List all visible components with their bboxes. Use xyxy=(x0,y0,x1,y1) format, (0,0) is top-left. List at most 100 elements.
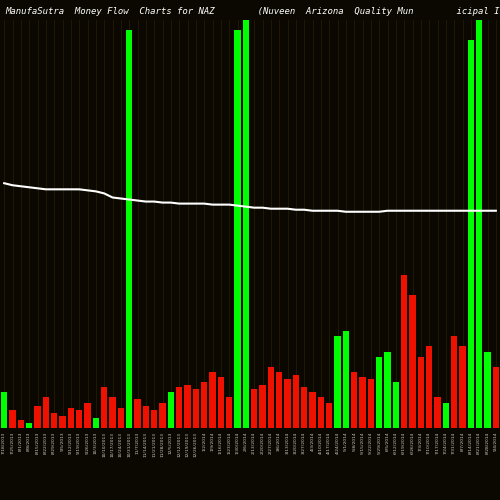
Bar xyxy=(292,375,299,428)
Bar xyxy=(176,387,182,428)
Text: 9/26/2013: 9/26/2013 xyxy=(86,432,89,454)
Bar xyxy=(392,382,399,428)
Text: 8/8/2013: 8/8/2013 xyxy=(27,432,31,451)
Bar xyxy=(351,372,358,428)
Text: 1/2/2014: 1/2/2014 xyxy=(202,432,206,451)
Text: 12/5/2013: 12/5/2013 xyxy=(169,432,173,454)
Bar xyxy=(118,408,124,428)
Text: 11/7/2013: 11/7/2013 xyxy=(136,432,140,454)
Bar xyxy=(34,406,40,428)
Bar xyxy=(68,408,74,428)
Bar xyxy=(434,398,440,428)
Bar xyxy=(26,423,32,428)
Text: 7/24/2014: 7/24/2014 xyxy=(444,432,448,454)
Text: 5/1/2014: 5/1/2014 xyxy=(344,432,348,451)
Text: 5/29/2014: 5/29/2014 xyxy=(377,432,381,454)
Bar xyxy=(151,410,158,428)
Bar xyxy=(334,336,340,428)
Bar xyxy=(460,346,466,428)
Bar xyxy=(310,392,316,428)
Bar xyxy=(18,420,24,428)
Text: 10/10/2013: 10/10/2013 xyxy=(102,432,106,456)
Text: 8/28/2014: 8/28/2014 xyxy=(486,432,490,454)
Bar xyxy=(10,410,16,428)
Bar xyxy=(168,392,174,428)
Bar xyxy=(484,352,490,428)
Bar xyxy=(226,398,232,428)
Text: 9/5/2013: 9/5/2013 xyxy=(60,432,64,451)
Text: ManufaSutra  Money Flow  Charts for NAZ        (Nuveen  Arizona  Quality Mun    : ManufaSutra Money Flow Charts for NAZ (N… xyxy=(5,8,500,16)
Bar xyxy=(60,416,66,428)
Bar xyxy=(451,336,458,428)
Text: 3/6/2014: 3/6/2014 xyxy=(277,432,281,451)
Text: 5/22/2014: 5/22/2014 xyxy=(369,432,373,454)
Text: 11/21/2013: 11/21/2013 xyxy=(152,432,156,456)
Text: 2/6/2014: 2/6/2014 xyxy=(244,432,248,451)
Bar xyxy=(126,30,132,428)
Text: 9/12/2013: 9/12/2013 xyxy=(69,432,73,454)
Bar xyxy=(492,367,499,428)
Bar xyxy=(134,400,140,428)
Bar xyxy=(360,377,366,428)
Bar xyxy=(284,379,290,428)
Bar xyxy=(476,20,482,428)
Text: 3/27/2014: 3/27/2014 xyxy=(302,432,306,454)
Text: 6/5/2014: 6/5/2014 xyxy=(386,432,390,451)
Bar xyxy=(260,385,266,428)
Text: 7/31/2014: 7/31/2014 xyxy=(452,432,456,454)
Text: 4/10/2014: 4/10/2014 xyxy=(319,432,323,454)
Bar xyxy=(192,389,199,428)
Text: 8/29/2013: 8/29/2013 xyxy=(52,432,56,454)
Bar xyxy=(318,398,324,428)
Text: 3/20/2014: 3/20/2014 xyxy=(294,432,298,454)
Bar xyxy=(210,372,216,428)
Text: 1/9/2014: 1/9/2014 xyxy=(210,432,214,451)
Bar xyxy=(368,379,374,428)
Text: 10/17/2013: 10/17/2013 xyxy=(110,432,114,456)
Bar xyxy=(218,377,224,428)
Bar xyxy=(242,20,249,428)
Text: 5/8/2014: 5/8/2014 xyxy=(352,432,356,451)
Text: 11/14/2013: 11/14/2013 xyxy=(144,432,148,456)
Text: 7/25/2013: 7/25/2013 xyxy=(10,432,14,454)
Text: 1/23/2014: 1/23/2014 xyxy=(227,432,231,454)
Bar xyxy=(42,398,49,428)
Bar xyxy=(410,296,416,428)
Text: 5/15/2014: 5/15/2014 xyxy=(360,432,364,454)
Text: 10/24/2013: 10/24/2013 xyxy=(119,432,123,456)
Bar xyxy=(76,410,82,428)
Text: 8/14/2014: 8/14/2014 xyxy=(469,432,473,454)
Text: 9/19/2013: 9/19/2013 xyxy=(77,432,81,454)
Text: 3/13/2014: 3/13/2014 xyxy=(286,432,290,454)
Bar xyxy=(342,331,349,428)
Bar xyxy=(426,346,432,428)
Bar xyxy=(251,389,258,428)
Text: 1/16/2014: 1/16/2014 xyxy=(219,432,223,454)
Text: 7/17/2014: 7/17/2014 xyxy=(436,432,440,454)
Text: 1/30/2014: 1/30/2014 xyxy=(236,432,240,454)
Text: 2/20/2014: 2/20/2014 xyxy=(260,432,264,454)
Text: 6/12/2014: 6/12/2014 xyxy=(394,432,398,454)
Bar xyxy=(160,402,166,428)
Bar xyxy=(276,372,282,428)
Text: 4/17/2014: 4/17/2014 xyxy=(327,432,331,454)
Text: 8/15/2013: 8/15/2013 xyxy=(36,432,40,454)
Bar xyxy=(301,387,308,428)
Text: 2/27/2014: 2/27/2014 xyxy=(269,432,273,454)
Bar xyxy=(468,40,474,428)
Bar xyxy=(92,418,99,428)
Text: 4/24/2014: 4/24/2014 xyxy=(336,432,340,454)
Text: 4/3/2014: 4/3/2014 xyxy=(310,432,314,451)
Bar xyxy=(401,275,407,428)
Bar xyxy=(442,402,449,428)
Text: 6/26/2014: 6/26/2014 xyxy=(410,432,414,454)
Text: 12/19/2013: 12/19/2013 xyxy=(186,432,190,456)
Text: 10/31/2013: 10/31/2013 xyxy=(127,432,131,456)
Bar xyxy=(384,352,390,428)
Text: 8/1/2013: 8/1/2013 xyxy=(19,432,23,451)
Text: 2/13/2014: 2/13/2014 xyxy=(252,432,256,454)
Bar xyxy=(110,398,116,428)
Bar xyxy=(1,392,8,428)
Text: 6/19/2014: 6/19/2014 xyxy=(402,432,406,454)
Bar xyxy=(268,367,274,428)
